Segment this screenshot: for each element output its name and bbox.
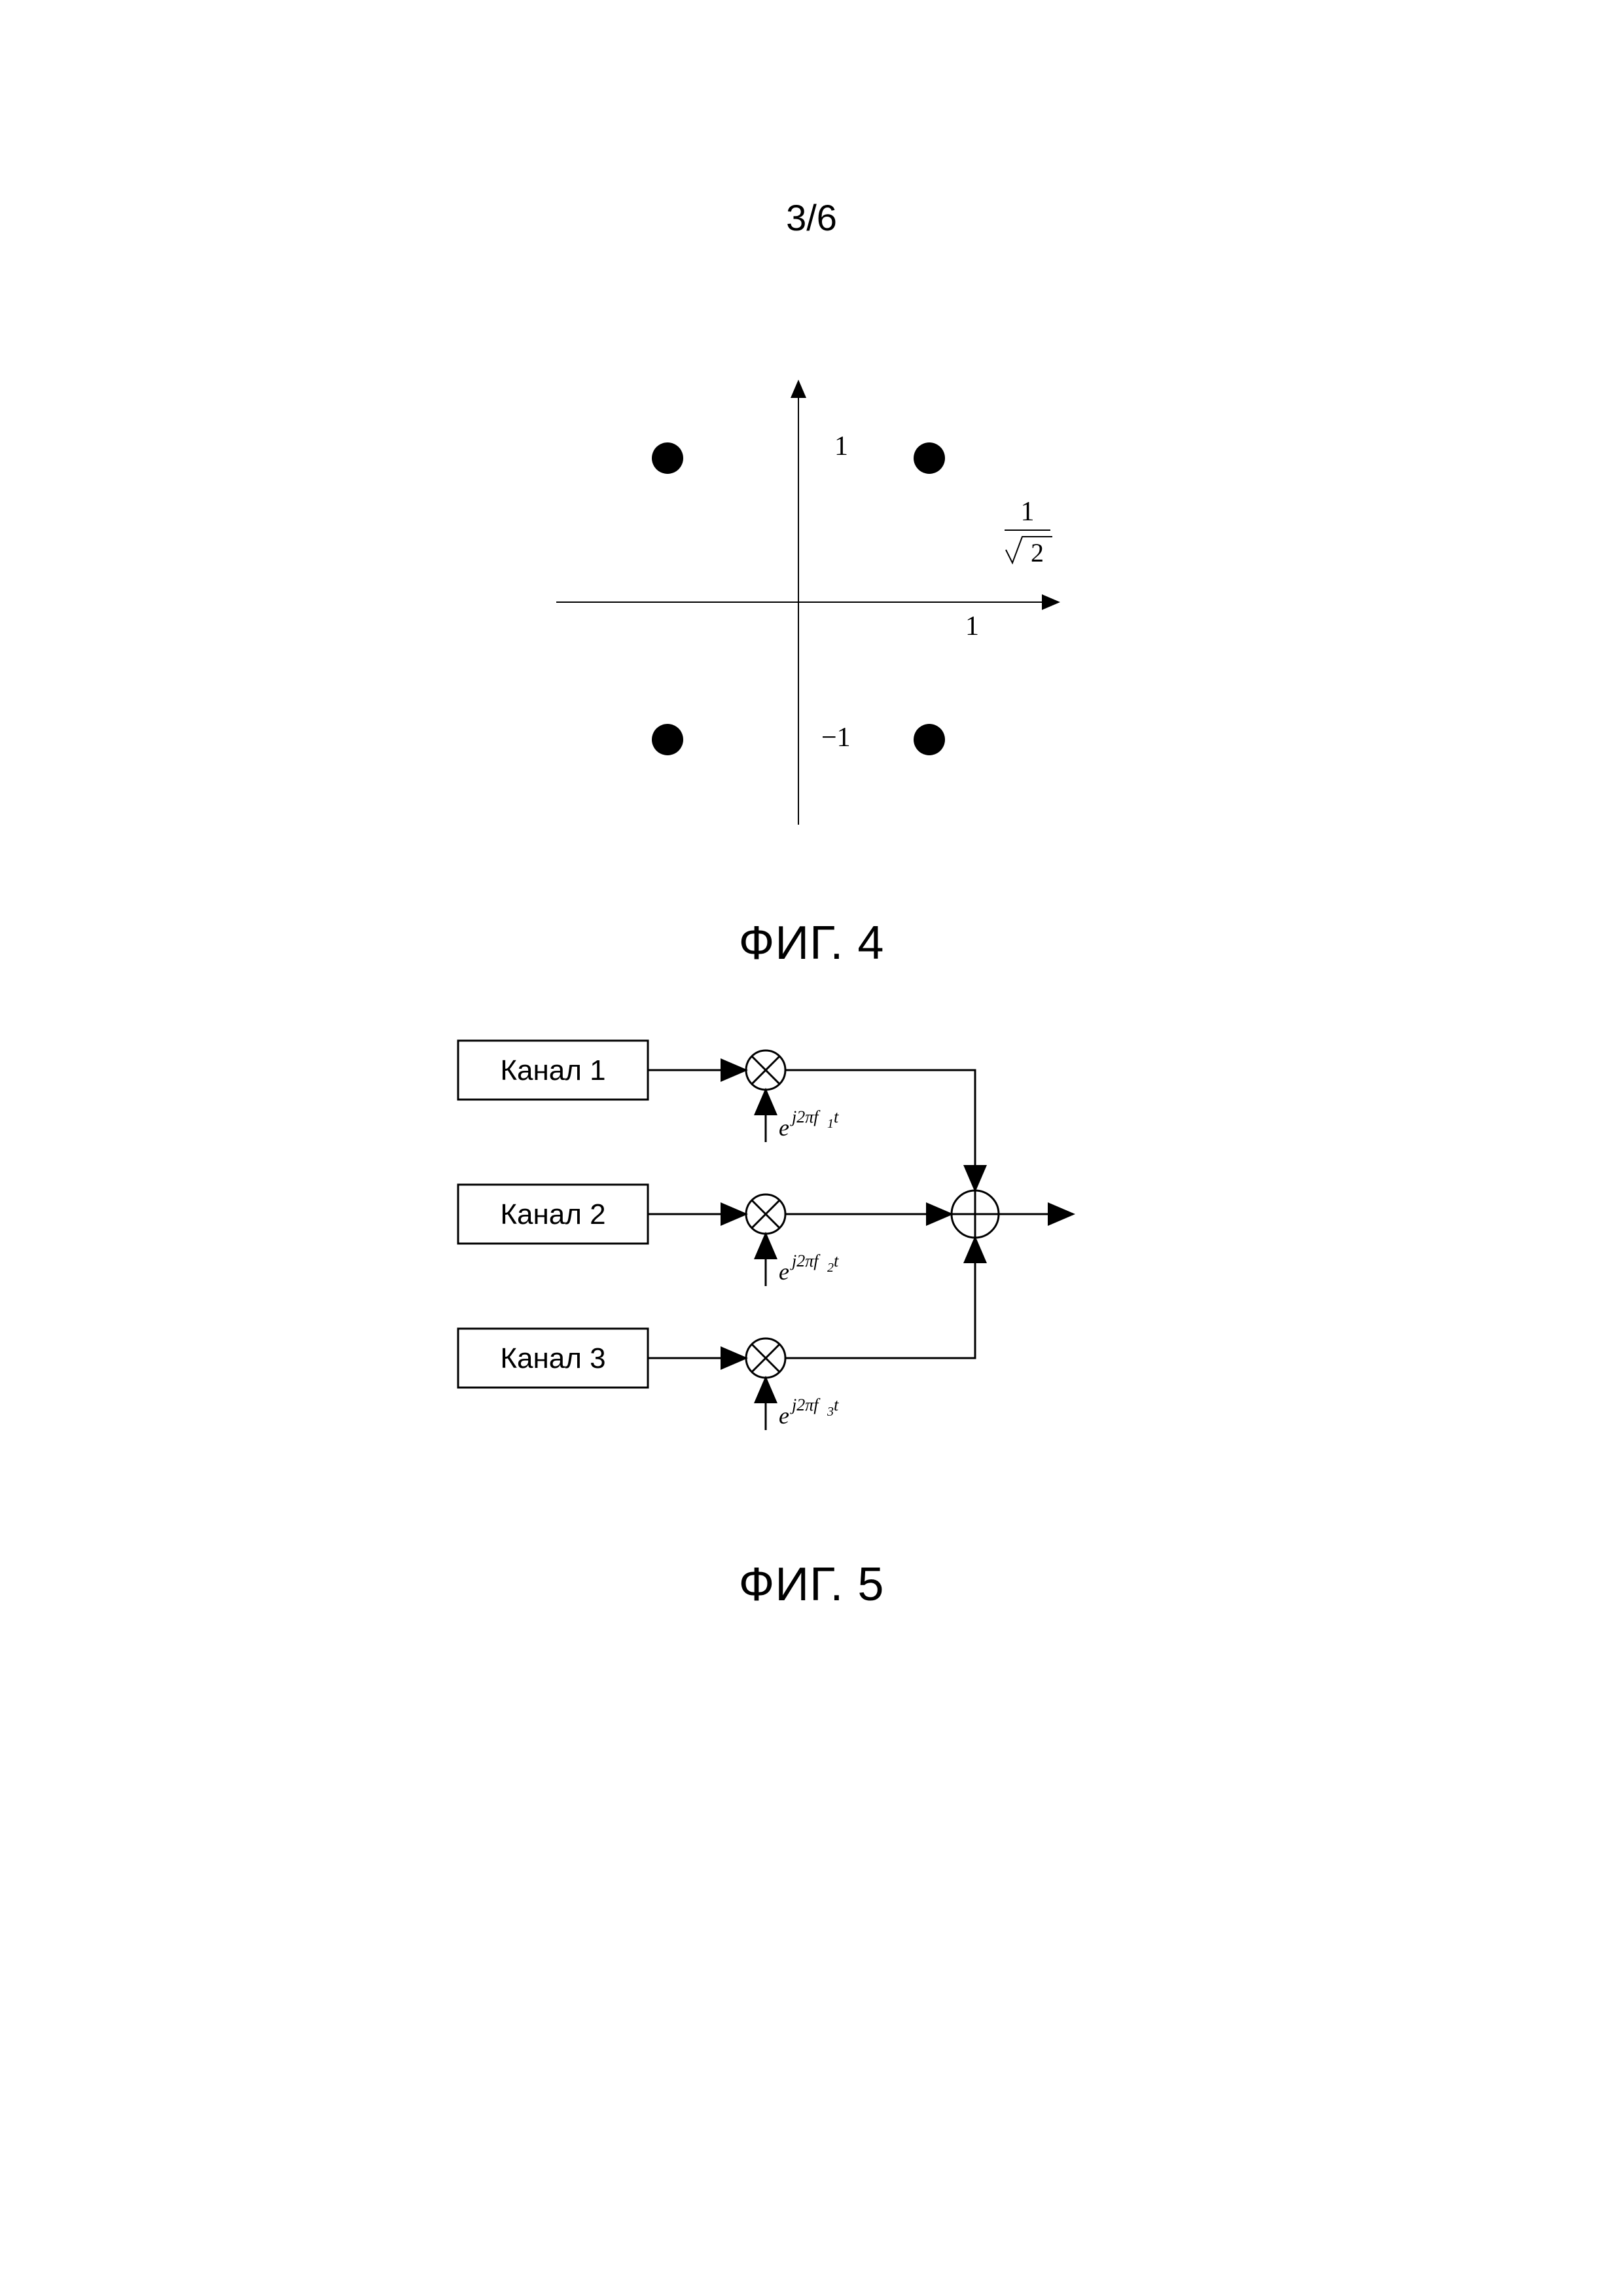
fig5-mixer-1 [746,1050,785,1090]
svg-text:j2πf: j2πf [790,1251,821,1270]
page: 3/6 1 −1 1 1 2 ФИГ. 4 [0,0,1623,2296]
fig5-mixer-3 [746,1338,785,1378]
fig5-exp-3: e j2πf 3 t [779,1395,839,1429]
fig4-radical [1006,537,1052,563]
fig4-point-top-left [652,442,683,474]
fig4-point-bottom-left [652,724,683,755]
svg-text:e: e [779,1403,789,1429]
fig5-channel-1: Канал 1 [458,1041,648,1100]
svg-text:1: 1 [827,1117,834,1131]
svg-text:t: t [834,1251,839,1270]
fig4-svg: 1 −1 1 1 2 [517,340,1106,864]
fig4-y-arrow [791,380,806,398]
fig4-point-bottom-right [914,724,945,755]
fig5-channel-2: Канал 2 [458,1185,648,1244]
fig5-adder [952,1191,999,1238]
fig4-label-x-unit: 1 [965,611,979,641]
svg-text:t: t [834,1395,839,1414]
fig5-caption: ФИГ. 5 [0,1558,1623,1611]
fig4-frac-top: 1 [1021,497,1035,527]
fig5-channel-3: Канал 3 [458,1329,648,1388]
fig5-svg: Канал 1 Канал 2 Канал 3 [419,1001,1204,1499]
svg-text:3: 3 [827,1405,834,1419]
fig4-label-y-minus: −1 [821,723,851,753]
svg-text:t: t [834,1107,839,1126]
fig5-channel-3-label: Канал 3 [500,1342,605,1374]
svg-text:j2πf: j2πf [790,1395,821,1414]
fig4-frac-label: 1 2 [1005,497,1052,567]
fig4-frac-bottom-num: 2 [1031,538,1044,567]
fig5-mixer-2 [746,1194,785,1234]
fig4-label-y-plus: 1 [834,431,848,461]
page-number: 3/6 [0,196,1623,239]
fig4-point-top-right [914,442,945,474]
svg-text:e: e [779,1259,789,1285]
fig5-channel-1-label: Канал 1 [500,1054,605,1086]
svg-text:j2πf: j2πf [790,1107,821,1126]
fig4-x-arrow [1042,594,1060,610]
svg-text:2: 2 [827,1261,834,1275]
fig5-exp-1: e j2πf 1 t [779,1107,839,1141]
fig5-exp-2: e j2πf 2 t [779,1251,839,1285]
fig5-line-mix1-add [785,1070,975,1191]
fig5-channel-2-label: Канал 2 [500,1198,605,1230]
svg-text:e: e [779,1115,789,1141]
fig4-caption: ФИГ. 4 [0,916,1623,970]
